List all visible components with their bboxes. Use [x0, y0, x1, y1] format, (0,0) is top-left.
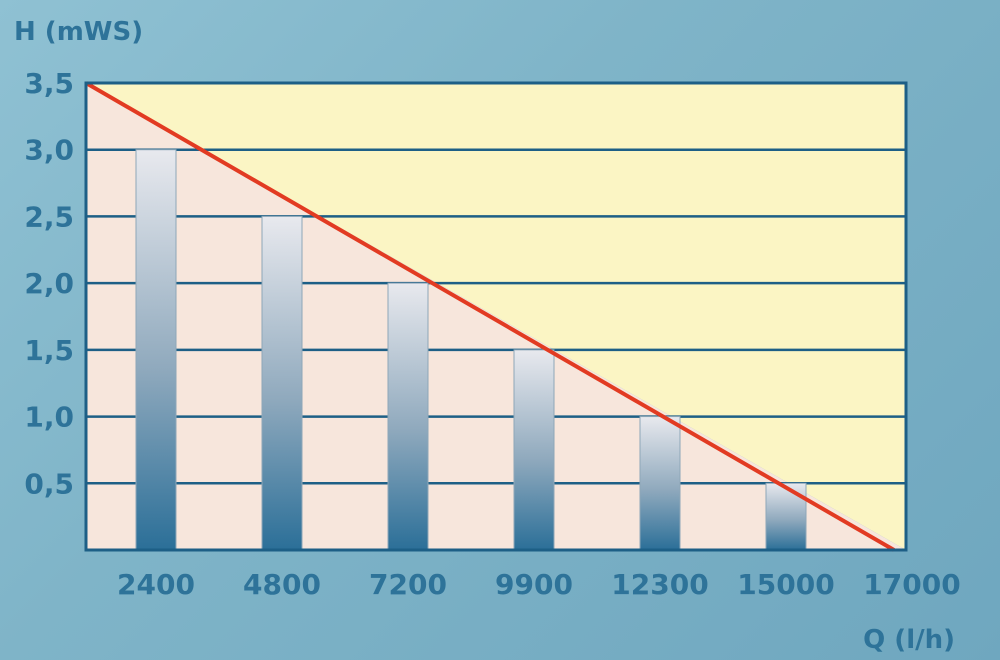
x-tick-label: 4800 — [243, 568, 321, 601]
x-tick-label: 17000 — [863, 568, 960, 601]
x-tick-label: 7200 — [369, 568, 447, 601]
y-tick-label: 0,5 — [24, 467, 74, 500]
y-tick-label: 2,0 — [24, 267, 74, 300]
y-tick-label: 3,5 — [24, 67, 74, 100]
bar — [261, 215, 303, 551]
y-tick-labels: 3,5 3,0 2,5 2,0 1,5 1,0 0,5 — [24, 67, 74, 500]
bar — [513, 349, 555, 551]
y-tick-label: 1,0 — [24, 401, 74, 434]
bar — [765, 482, 807, 551]
x-tick-label: 2400 — [117, 568, 195, 601]
bar — [387, 282, 429, 551]
pump-curve-line — [84, 81, 896, 552]
y-tick-label: 3,0 — [24, 134, 74, 167]
x-tick-label: 9900 — [495, 568, 573, 601]
x-tick-label: 12300 — [611, 568, 708, 601]
y-axis-label: H (mWS) — [14, 17, 143, 47]
x-tick-label: 15000 — [737, 568, 834, 601]
plot-border — [84, 81, 908, 552]
y-tick-label: 1,5 — [24, 334, 74, 367]
x-tick-labels: 2400 4800 7200 9900 12300 15000 17000 — [117, 568, 961, 601]
bar — [135, 149, 177, 551]
bars — [135, 149, 807, 551]
x-axis-label: Q (l/h) — [863, 625, 955, 655]
bar — [639, 416, 681, 551]
y-tick-label: 2,5 — [24, 200, 74, 233]
